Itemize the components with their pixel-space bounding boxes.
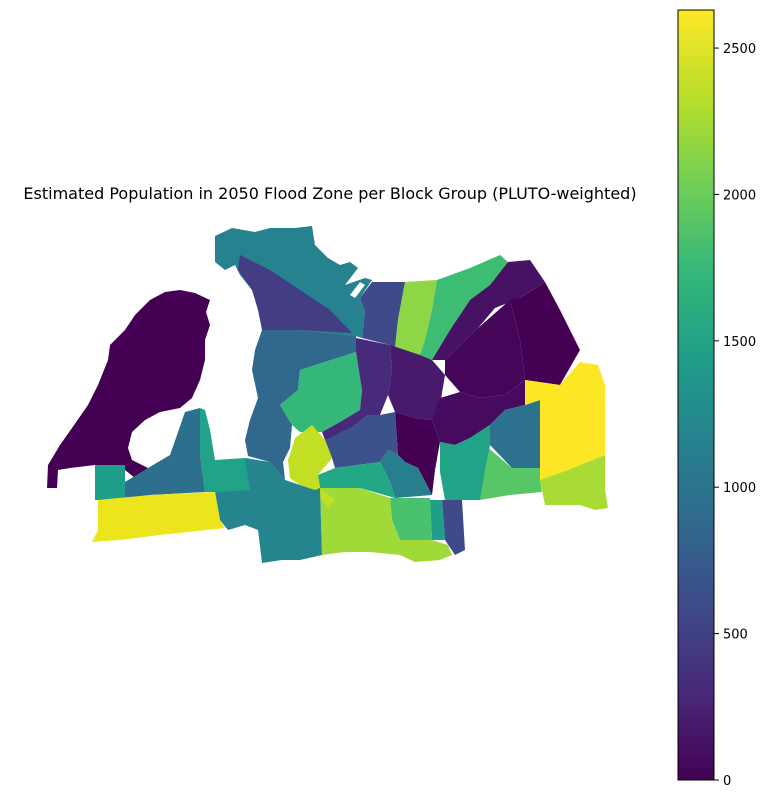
map-title: Estimated Population in 2050 Flood Zone … — [23, 184, 637, 203]
block-group-blue-teal-left — [125, 408, 205, 500]
colorbar-tick-label: 1000 — [723, 481, 756, 496]
colorbar-tick-label: 500 — [723, 628, 748, 643]
colorbar-tick-label: 2500 — [723, 42, 756, 57]
block-group-north-blue — [360, 282, 405, 348]
block-group-green-es — [480, 445, 542, 500]
colorbar-tick-label: 0 — [723, 774, 731, 789]
block-group-lime-strip — [395, 280, 437, 355]
block-group-mid-east-dark — [445, 300, 525, 398]
block-group-teal-green — [440, 425, 490, 500]
block-group-ne-purple — [432, 260, 545, 360]
block-group-purple-central — [322, 338, 392, 440]
block-group-blue-south — [442, 500, 465, 555]
block-group-lower-dark — [395, 412, 440, 495]
block-group-north-peninsula — [215, 226, 372, 338]
block-group-west-central — [245, 330, 356, 480]
block-group-teal-small — [380, 450, 432, 498]
block-group-west-island — [47, 290, 210, 488]
block-group-east-teal — [490, 400, 540, 468]
block-group-lower-blue — [325, 412, 398, 468]
block-group-green-south — [390, 498, 432, 540]
colorbar-tick-label: 1500 — [723, 335, 756, 350]
colorbar-tick-label: 2000 — [723, 188, 756, 203]
colorbar-ticks: 0 500 1000 1500 2000 2500 — [714, 42, 756, 789]
block-group-east-yellow — [525, 362, 605, 480]
block-group-north-purple — [238, 255, 352, 333]
block-group-center-purple — [388, 345, 445, 420]
colorbar-gradient — [677, 9, 715, 781]
block-group-south-center-dark — [432, 380, 525, 445]
block-group-green-north — [420, 255, 508, 360]
block-group-teal-west-small — [95, 465, 125, 500]
inlet — [350, 282, 365, 298]
block-group-sw-yellow — [92, 492, 225, 542]
block-group-green-teal-left — [200, 408, 250, 492]
block-group-teal-green-center — [318, 462, 395, 498]
block-group-lime-south — [320, 488, 452, 562]
block-group-teal-south — [430, 500, 445, 540]
block-group-east-dark — [510, 282, 580, 385]
block-group-se-lime — [540, 455, 608, 510]
block-group-central-lime — [288, 425, 335, 508]
block-group-green-central — [280, 352, 362, 432]
